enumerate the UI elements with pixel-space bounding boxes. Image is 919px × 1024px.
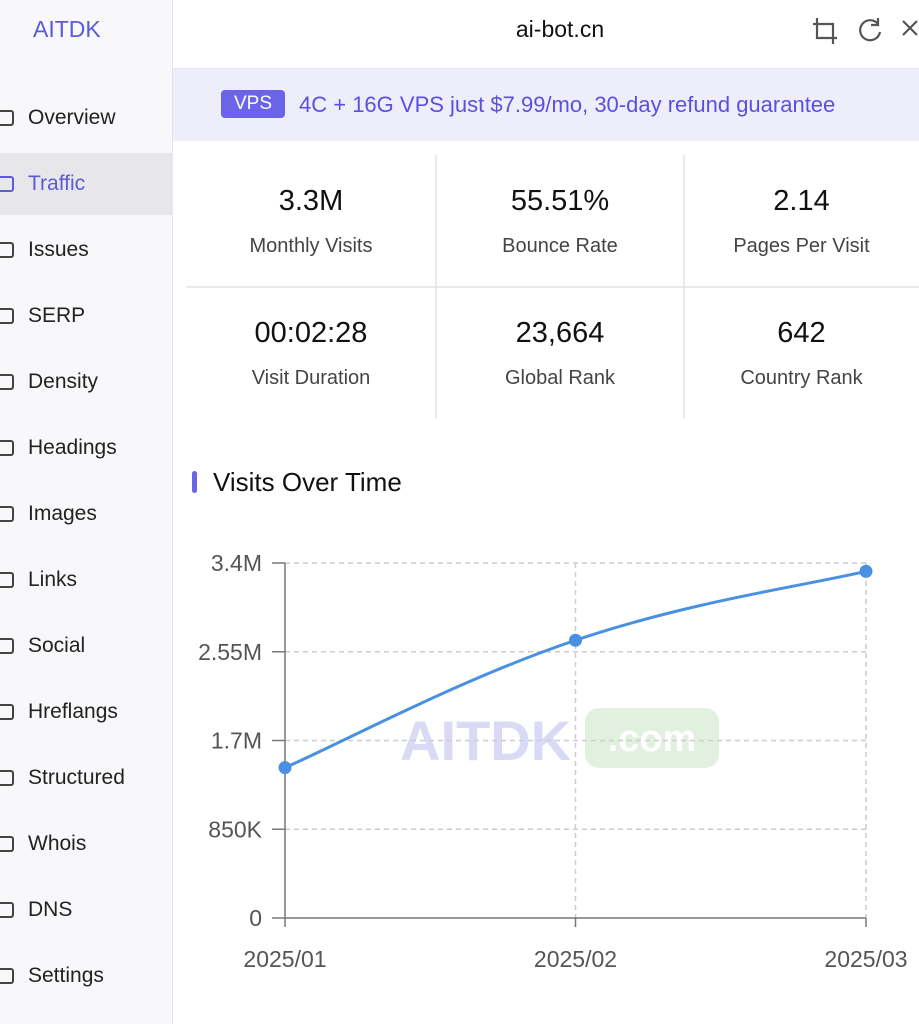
nav-label: Density [28, 370, 99, 393]
top-bar: ai-bot.cn [173, 0, 919, 69]
nav-label: Social [28, 634, 86, 657]
y-tick-label: 850K [208, 816, 262, 842]
y-tick-label: 1.7M [211, 728, 262, 754]
stat-label: Pages Per Visit [733, 235, 870, 257]
nav-item[interactable]: Hreflangs [0, 681, 172, 743]
stat-label: Monthly Visits [249, 235, 373, 257]
nav-item[interactable]: Whois [0, 813, 172, 875]
nav-icon [0, 704, 14, 720]
banner-text: 4C + 16G VPS just $7.99/mo, 30-day refun… [299, 92, 836, 117]
nav-label: DNS [28, 898, 73, 921]
nav-item[interactable]: Overview [0, 87, 172, 149]
nav-item[interactable]: Issues [0, 219, 172, 281]
logo[interactable]: AITDK [33, 16, 101, 42]
point [278, 761, 292, 775]
stat-cell: 2.14 Pages Per Visit [684, 155, 919, 286]
badge: VPS [221, 90, 286, 118]
nav-label: Overview [28, 106, 116, 129]
nav-item[interactable]: Social [0, 615, 172, 677]
watermark-suffix: .com [608, 718, 697, 760]
promo-banner[interactable]: VPS 4C + 16G VPS just $7.99/mo, 30-day r… [173, 69, 919, 141]
stat-cell: 00:02:28 Visit Duration [186, 287, 436, 418]
nav-icon [0, 902, 14, 918]
stat-value: 55.51% [510, 185, 610, 217]
nav-icon [0, 110, 14, 126]
stat-cell: 642 Country Rank [684, 287, 919, 418]
stat-cell: 23,664 Global Rank [436, 287, 684, 418]
url: ai-bot.cn [515, 16, 605, 42]
nav-label: Images [28, 502, 97, 525]
stat-label: Bounce Rate [502, 235, 618, 257]
nav-icon [0, 638, 14, 654]
x-tick-label: 2025/01 [243, 946, 326, 972]
nav-icon [0, 770, 14, 786]
x-tick-label: 2025/03 [824, 946, 907, 972]
refresh-icon[interactable] [859, 18, 882, 42]
y-tick-label: 0 [249, 905, 262, 931]
nav-item[interactable]: Traffic [0, 153, 172, 215]
nav-label: Settings [28, 964, 104, 987]
nav-label: Whois [28, 832, 87, 855]
stat-value: 00:02:28 [254, 317, 368, 349]
stat-label: Visit Duration [251, 367, 371, 389]
nav-icon [0, 440, 14, 456]
nav-label: Structured [28, 766, 125, 789]
toolbar-icons [813, 18, 918, 44]
nav-label: Issues [28, 238, 89, 261]
crop-icon[interactable] [813, 18, 837, 44]
nav-item[interactable]: Images [0, 483, 172, 545]
stat-value: 642 [777, 317, 826, 349]
nav-icon [0, 374, 14, 390]
y-tick-label: 3.4M [211, 550, 262, 576]
stat-cell: 3.3M Monthly Visits [186, 155, 436, 286]
nav-icon [0, 242, 14, 258]
point [859, 564, 873, 578]
stat-value: 3.3M [278, 185, 344, 217]
nav-item[interactable]: DNS [0, 879, 172, 941]
watermark-pill [585, 708, 719, 768]
nav-item[interactable]: Links [0, 549, 172, 611]
nav-icon [0, 308, 14, 324]
nav-item[interactable]: Settings [0, 945, 172, 1007]
stat-cell: 55.51% Bounce Rate [436, 155, 684, 286]
section-title: Visits Over Time [213, 467, 402, 497]
stat-value: 2.14 [773, 185, 830, 217]
nav-label: SERP [28, 304, 86, 327]
stat-label: Global Rank [504, 367, 616, 389]
stat-label: Country Rank [740, 367, 863, 389]
line [284, 569, 867, 770]
watermark-text: AITDK [400, 709, 571, 772]
nav-label: Hreflangs [28, 700, 118, 723]
nav-icon [0, 506, 14, 522]
point [569, 633, 582, 647]
nav-icon [0, 968, 14, 984]
nav-item[interactable]: Density [0, 351, 172, 413]
nav-label: Traffic [28, 172, 86, 195]
nav-label: Links [28, 568, 78, 591]
nav-item[interactable]: Headings [0, 417, 172, 479]
nav-icon [0, 176, 14, 192]
section-marker [192, 471, 197, 493]
watermark: AITDK .com [400, 708, 719, 772]
stat-value: 23,664 [515, 317, 605, 349]
x-tick-label: 2025/02 [534, 946, 617, 972]
nav-label: Headings [28, 436, 117, 459]
close-icon[interactable] [902, 20, 918, 36]
sidebar: AITDK Overview Traffic Issues SERP Density He… [0, 0, 173, 1024]
nav-item[interactable]: SERP [0, 285, 172, 347]
nav-item[interactable]: Structured [0, 747, 172, 809]
nav-icon [0, 836, 14, 852]
nav-icon [0, 572, 14, 588]
y-tick-label: 2.55M [198, 639, 262, 665]
